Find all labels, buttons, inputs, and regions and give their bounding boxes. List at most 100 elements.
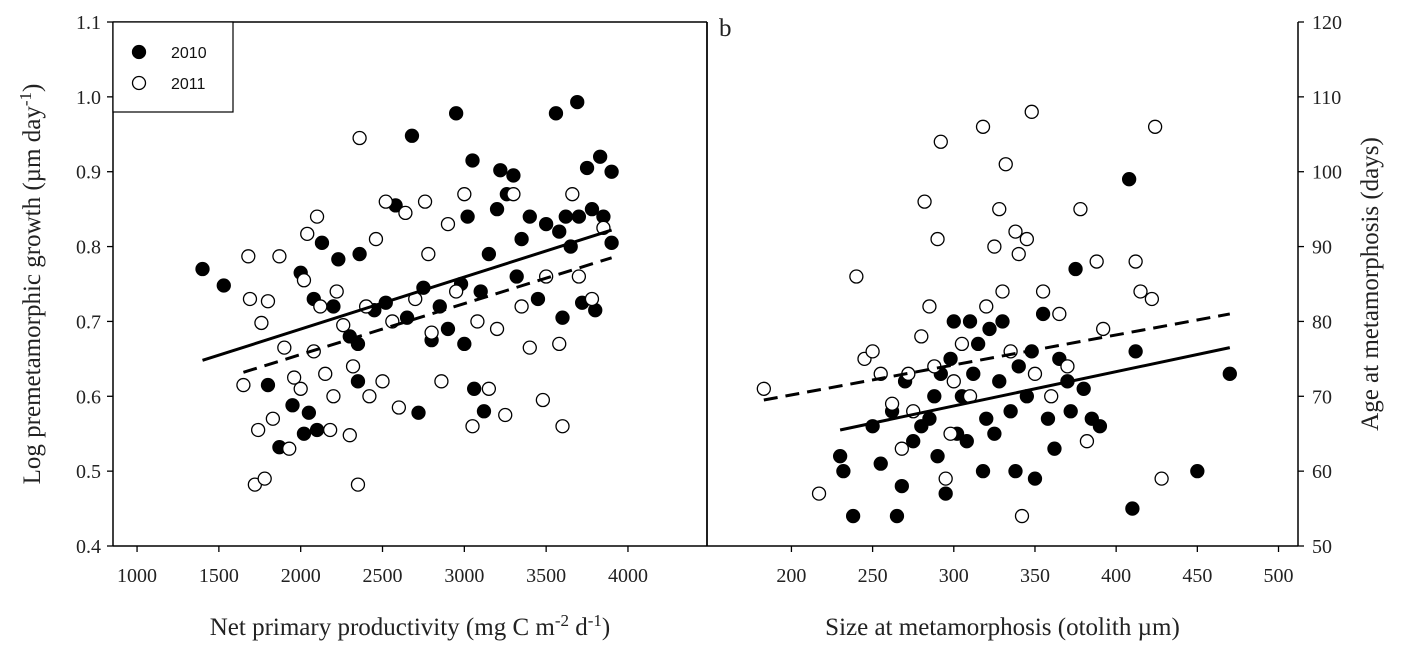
x-tick-label: 1000: [117, 565, 157, 587]
point: [522, 340, 537, 355]
point: [1190, 463, 1205, 479]
point: [849, 269, 864, 284]
point: [481, 246, 497, 262]
point: [362, 389, 377, 404]
point: [336, 318, 351, 333]
point: [538, 216, 554, 232]
point: [998, 157, 1013, 172]
point: [489, 201, 505, 217]
point: [457, 336, 472, 352]
point: [1011, 246, 1026, 262]
point: [1047, 441, 1062, 456]
point: [1044, 389, 1059, 404]
point: [277, 340, 292, 355]
point: [300, 226, 315, 241]
y-tick-label: 0.8: [76, 237, 101, 259]
point: [1052, 306, 1067, 322]
axis-label: Size at metamorphosis (otolith µm): [825, 614, 1180, 641]
point: [242, 291, 258, 307]
axis-label: Net primary productivity (mg C m-2 d-1): [210, 611, 611, 642]
point: [465, 153, 480, 168]
point: [555, 419, 570, 434]
axis-label-part: Size at metamorphosis (otolith µm): [825, 614, 1180, 641]
point: [832, 449, 848, 464]
axis-label-part: ): [602, 614, 610, 641]
point: [845, 508, 861, 524]
point: [411, 405, 426, 420]
point: [927, 389, 942, 404]
point: [992, 201, 1007, 217]
point: [966, 366, 981, 381]
axis-label-part: -1: [16, 92, 35, 106]
point: [873, 456, 888, 471]
point: [440, 216, 456, 232]
point: [285, 398, 300, 413]
fit-line: [202, 228, 613, 362]
point: [421, 246, 436, 262]
point: [1144, 291, 1160, 307]
point: [552, 224, 567, 239]
point: [506, 168, 521, 183]
point: [293, 381, 308, 396]
fit-line: [839, 346, 1231, 432]
point: [917, 194, 932, 209]
legend-label: 2011: [171, 76, 206, 93]
point: [979, 411, 994, 426]
y-tick-label: 80: [1312, 311, 1332, 333]
point: [1079, 434, 1095, 449]
point: [241, 249, 256, 264]
axis-label-part: Net primary productivity (mg C m: [210, 614, 556, 641]
point: [1019, 231, 1035, 247]
x-tick-label: 500: [1264, 565, 1294, 587]
point: [326, 389, 341, 404]
point: [296, 273, 312, 288]
y-tick-label: 120: [1312, 12, 1342, 34]
point: [1076, 381, 1091, 396]
point: [318, 366, 333, 381]
y-tick-label: 0.5: [76, 461, 101, 483]
point: [309, 422, 325, 438]
y-tick-label: 70: [1312, 386, 1332, 408]
point: [584, 291, 600, 307]
point: [604, 235, 619, 250]
point: [884, 396, 900, 411]
y-tick-label: 0.4: [76, 536, 101, 558]
point: [350, 374, 366, 389]
point: [1147, 119, 1163, 134]
point: [975, 119, 991, 134]
point: [460, 209, 475, 224]
point: [943, 426, 958, 441]
point: [1008, 224, 1023, 239]
point: [434, 374, 449, 389]
point: [378, 194, 393, 209]
point: [933, 134, 948, 149]
point: [1003, 404, 1018, 419]
y-tick-label: 0.7: [76, 311, 101, 333]
point: [906, 434, 921, 449]
point: [260, 294, 276, 309]
y-tick-label: 1.0: [76, 87, 101, 109]
point: [1014, 508, 1030, 524]
x-tick-label: 4000: [608, 565, 648, 587]
point: [535, 392, 551, 408]
point: [514, 299, 529, 314]
point: [352, 130, 367, 146]
panel-label: b: [719, 15, 732, 42]
point: [522, 209, 537, 224]
point: [946, 374, 961, 389]
point: [558, 209, 573, 224]
point: [481, 381, 497, 396]
y-tick-label: 1.1: [76, 12, 101, 34]
point: [552, 336, 567, 352]
point: [493, 163, 508, 178]
point: [286, 370, 302, 385]
x-tick-label: 3500: [526, 565, 566, 587]
point: [465, 419, 480, 434]
point: [329, 284, 344, 299]
x-tick-label: 450: [1182, 565, 1212, 587]
y-tick-label: 100: [1312, 162, 1342, 184]
axis-label-part: d: [569, 614, 588, 641]
point: [448, 284, 464, 299]
point: [584, 201, 600, 217]
